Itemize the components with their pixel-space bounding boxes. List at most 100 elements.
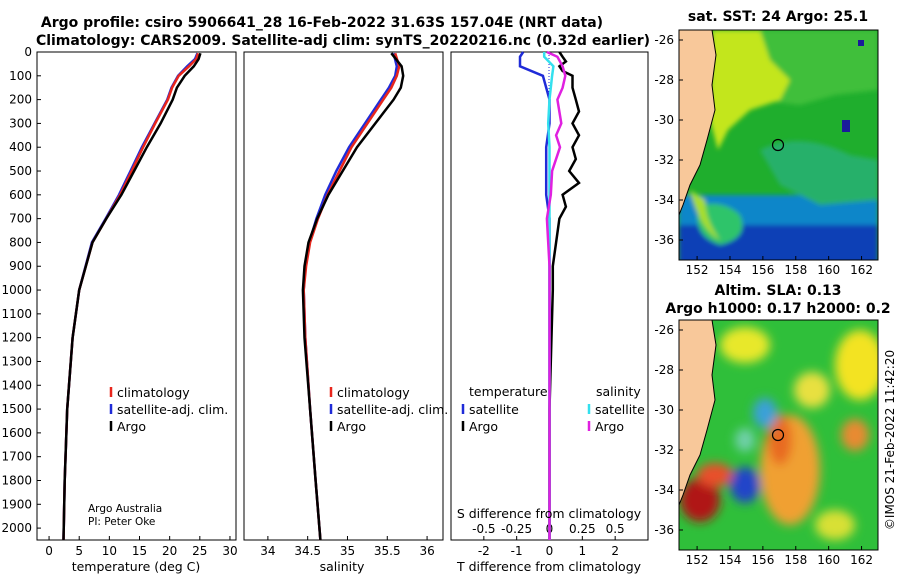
legend-climatology-label: climatology: [117, 385, 190, 400]
x-tick-label: 34.5: [294, 544, 321, 558]
lat-tick-label: -28: [654, 363, 674, 377]
sla-high: [794, 372, 830, 408]
mid-basin: [760, 141, 878, 205]
lat-tick-label: -32: [654, 153, 674, 167]
x-tick-label: -2: [478, 544, 490, 558]
salinity-xlabel: salinity: [320, 559, 365, 574]
sla-max: [680, 478, 720, 522]
sla-map-title-1: Altim. SLA: 0.13: [714, 283, 841, 299]
temperature-panel: 0100200300400500600700800900100011001200…: [1, 45, 237, 574]
sst-axes-box: [678, 29, 879, 261]
sst-field: [679, 30, 878, 260]
temperature-x-axis: 0 5 10 15 20 25 30: [45, 536, 238, 558]
x-tick-label: 30: [222, 544, 237, 558]
lon-tick-label: 158: [784, 263, 807, 277]
y-tick-label: 1800: [1, 473, 32, 487]
series-line-s-argo: [545, 50, 567, 540]
y-tick-label: 100: [9, 69, 32, 83]
legend-t-argo-label: Argo: [469, 419, 498, 434]
lat-tick-label: -34: [654, 483, 674, 497]
salinity-lines: [301, 52, 405, 541]
y-tick-label: 0: [24, 45, 32, 59]
y-tick-label: 1000: [1, 283, 32, 297]
lat-tick-label: -30: [654, 403, 674, 417]
s-difference-xlabel: S difference from climatology: [457, 506, 642, 521]
x-tick-label: -1: [511, 544, 523, 558]
sst-map-ticks: -26 -28 -30 -32 -34 -36 152 154 156 158 160 162: [654, 33, 873, 277]
x-tick-label: 2: [611, 544, 619, 558]
argo-location-marker: [771, 138, 785, 152]
legend-climatology-label: climatology: [337, 385, 410, 400]
legend-s-satellite-label: satellite: [595, 402, 645, 417]
x-tick-label: 35.5: [374, 544, 401, 558]
sla-map-ticks: -26 -28 -30 -32 -34 -36 152 154 156 158 160 162: [654, 323, 873, 567]
sla-high: [720, 327, 770, 363]
eddy-green: [697, 203, 743, 245]
temperature-xlabel: temperature (deg C): [72, 559, 201, 574]
lon-tick-label: 160: [817, 263, 840, 277]
y-tick-label: 600: [9, 188, 32, 202]
depth-axis: 0 100 200 300 400 500 600 700 800 900 1000 1100 1200…: [1, 45, 41, 535]
lat-tick-label: -30: [654, 113, 674, 127]
cloud-speck: [842, 120, 850, 132]
lat-tick-label: -26: [654, 33, 674, 47]
t-difference-xlabel: T difference from climatology: [456, 559, 642, 574]
sst-map: sat. SST: 24 Argo: 25.1 -26 -28 -30 -32 -34 -…: [654, 9, 879, 277]
lat-tick-label: -36: [654, 233, 674, 247]
x-tick-label: 34: [260, 544, 275, 558]
legend-argo-label: Argo: [117, 419, 146, 434]
y-tick-label: 1700: [1, 450, 32, 464]
sla-high: [841, 419, 869, 451]
lat-tick-label: -34: [654, 193, 674, 207]
coastal-warm-filament: [690, 190, 720, 240]
title-line-1: Argo profile: csiro 5906641_28 16-Feb-20…: [41, 15, 603, 31]
lon-tick-label: 162: [850, 553, 873, 567]
legend-satellite-label: satellite-adj. clim.: [117, 402, 228, 417]
series-line-t-argo: [548, 51, 581, 540]
temperature-axes-box: [36, 51, 237, 541]
lon-tick-label: 156: [751, 263, 774, 277]
lat-tick-label: -36: [654, 523, 674, 537]
legend-s-argo-label: Argo: [595, 419, 624, 434]
sla-low: [735, 428, 755, 452]
imos-timestamp: ©IMOS 21-Feb-2022 11:42:20: [883, 350, 897, 530]
x2-tick-label: -0.25: [501, 522, 532, 536]
x2-tick-label: 0.25: [569, 522, 596, 536]
lat-tick-label: -28: [654, 73, 674, 87]
sla-map: Altim. SLA: 0.13 Argo h1000: 0.17 h2000:…: [654, 283, 890, 567]
y-tick-label: 900: [9, 259, 32, 273]
argo-location-marker: [771, 428, 785, 442]
x-tick-label: 36: [419, 544, 434, 558]
x-tick-label: 20: [162, 544, 177, 558]
y-tick-label: 300: [9, 116, 32, 130]
x2-tick-label: 0.5: [606, 522, 625, 536]
lon-tick-label: 156: [751, 553, 774, 567]
difference-legend: temperature satellite Argo salinity sate…: [461, 384, 645, 434]
salinity-legend: climatology satellite-adj. clim. Argo: [329, 385, 448, 434]
x-tick-label: 0: [546, 544, 554, 558]
salinity-x-axis: 34 34.5 35 35.5 36: [260, 536, 435, 558]
difference-lines: [518, 50, 581, 540]
y-tick-label: 2000: [1, 521, 32, 535]
y-tick-label: 500: [9, 164, 32, 178]
sla-map-title-2: Argo h1000: 0.17 h2000: 0.2: [665, 301, 890, 317]
sla-low: [730, 467, 760, 503]
y-tick-label: 800: [9, 235, 32, 249]
y-tick-label: 1200: [1, 331, 32, 345]
sla-high: [697, 463, 733, 487]
land-australia: [679, 320, 717, 506]
x-tick-label: 1: [579, 544, 587, 558]
y-tick-label: 1100: [1, 307, 32, 321]
y-tick-label: 200: [9, 93, 32, 107]
lon-tick-label: 154: [719, 553, 742, 567]
land-australia: [679, 30, 717, 216]
temperature-lines: [62, 52, 202, 541]
lat-tick-label: -32: [654, 443, 674, 457]
sla-high: [835, 330, 878, 400]
x-tick-label: 15: [132, 544, 147, 558]
x-tick-label: 35: [340, 544, 355, 558]
series-line-argo: [301, 52, 405, 541]
sst-map-title: sat. SST: 24 Argo: 25.1: [688, 9, 868, 25]
sla-high: [815, 510, 855, 540]
title-line-2: Climatology: CARS2009. Satellite-adj cli…: [36, 33, 650, 49]
